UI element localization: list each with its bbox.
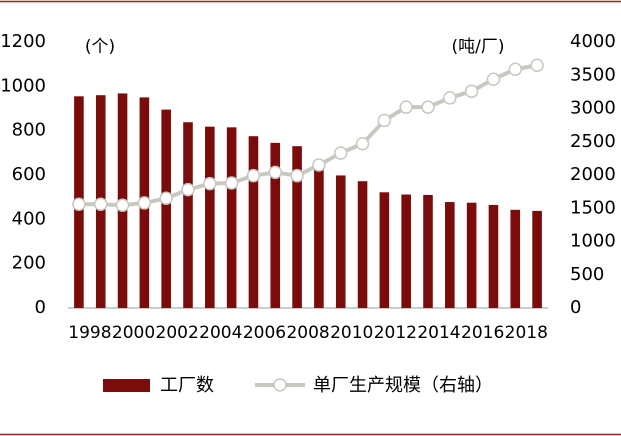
line-marker: [203, 176, 217, 191]
y-tick-label: 0: [35, 297, 46, 318]
line-marker: [290, 168, 304, 183]
x-tick-label: 2016: [461, 323, 504, 343]
line-marker: [377, 113, 392, 128]
line-marker: [268, 165, 283, 180]
y2-tick-label: 3500: [570, 64, 616, 85]
bar: [423, 194, 433, 308]
bar: [161, 109, 171, 308]
bar: [357, 181, 368, 308]
bar: [292, 146, 302, 308]
line-marker: [486, 72, 501, 86]
y2-tick-label: 4000: [570, 31, 616, 52]
bar: [466, 202, 477, 308]
line-marker: [355, 136, 370, 151]
legend-label: 工厂数: [160, 375, 214, 396]
x-tick-label: 2002: [156, 323, 199, 343]
x-tick-label: 2004: [199, 323, 242, 343]
y-tick-label: 600: [12, 164, 46, 185]
y2-tick-label: 0: [570, 297, 581, 318]
bar: [379, 192, 390, 308]
x-tick-label: 2010: [330, 323, 373, 343]
legend-marker: [273, 378, 287, 392]
bar: [248, 136, 259, 308]
y-tick-label: 1200: [0, 31, 46, 52]
bar: [226, 127, 237, 308]
y-tick-label: 200: [12, 253, 46, 274]
line-marker: [159, 191, 173, 206]
line-marker: [399, 100, 413, 114]
x-tick-label: 2014: [417, 323, 460, 343]
legend-swatch: [103, 379, 150, 392]
line-marker: [72, 197, 86, 212]
line-marker: [508, 62, 523, 77]
x-tick-label: 2018: [505, 323, 548, 343]
x-tick-label: 1998: [68, 323, 111, 343]
y2-tick-label: 1500: [570, 197, 616, 218]
line: [78, 63, 538, 208]
y2-tick-label: 500: [570, 264, 604, 285]
line-marker: [137, 196, 152, 210]
y2-tick-label: 3000: [570, 98, 616, 119]
bar: [270, 142, 281, 308]
x-tick-label: 2000: [112, 323, 155, 343]
line-marker: [115, 198, 130, 213]
x-tick-label: 2006: [243, 323, 286, 343]
line-marker: [464, 84, 479, 98]
line-marker: [333, 146, 348, 160]
y-tick-label: 800: [12, 120, 46, 141]
bar: [183, 122, 193, 308]
y2-tick-label: 2000: [570, 164, 616, 185]
line-marker: [93, 197, 108, 212]
y2-tick-label: 2500: [570, 131, 616, 152]
bar: [205, 126, 215, 308]
line-marker: [421, 100, 435, 114]
line-marker: [181, 182, 195, 197]
y-tick-label: 400: [12, 208, 46, 229]
bar: [314, 166, 324, 308]
line-marker: [312, 158, 326, 172]
line-marker: [530, 58, 544, 73]
bar: [532, 210, 542, 308]
line-marker: [443, 91, 457, 105]
bar: [445, 202, 455, 308]
legend-label: 单厂生产规模（右轴）: [313, 375, 493, 396]
line-marker: [224, 176, 239, 190]
bar: [401, 194, 411, 308]
bar: [510, 209, 521, 308]
bar: [335, 175, 346, 308]
y-unit-label: (个): [85, 37, 115, 57]
y2-unit-label: (吨/厂): [452, 37, 505, 57]
x-tick-label: 2012: [374, 323, 417, 343]
x-tick-label: 2008: [286, 323, 329, 343]
bar: [488, 204, 499, 308]
y2-tick-label: 1000: [570, 231, 616, 252]
line-marker: [246, 168, 261, 183]
y-tick-label: 1000: [0, 75, 46, 96]
